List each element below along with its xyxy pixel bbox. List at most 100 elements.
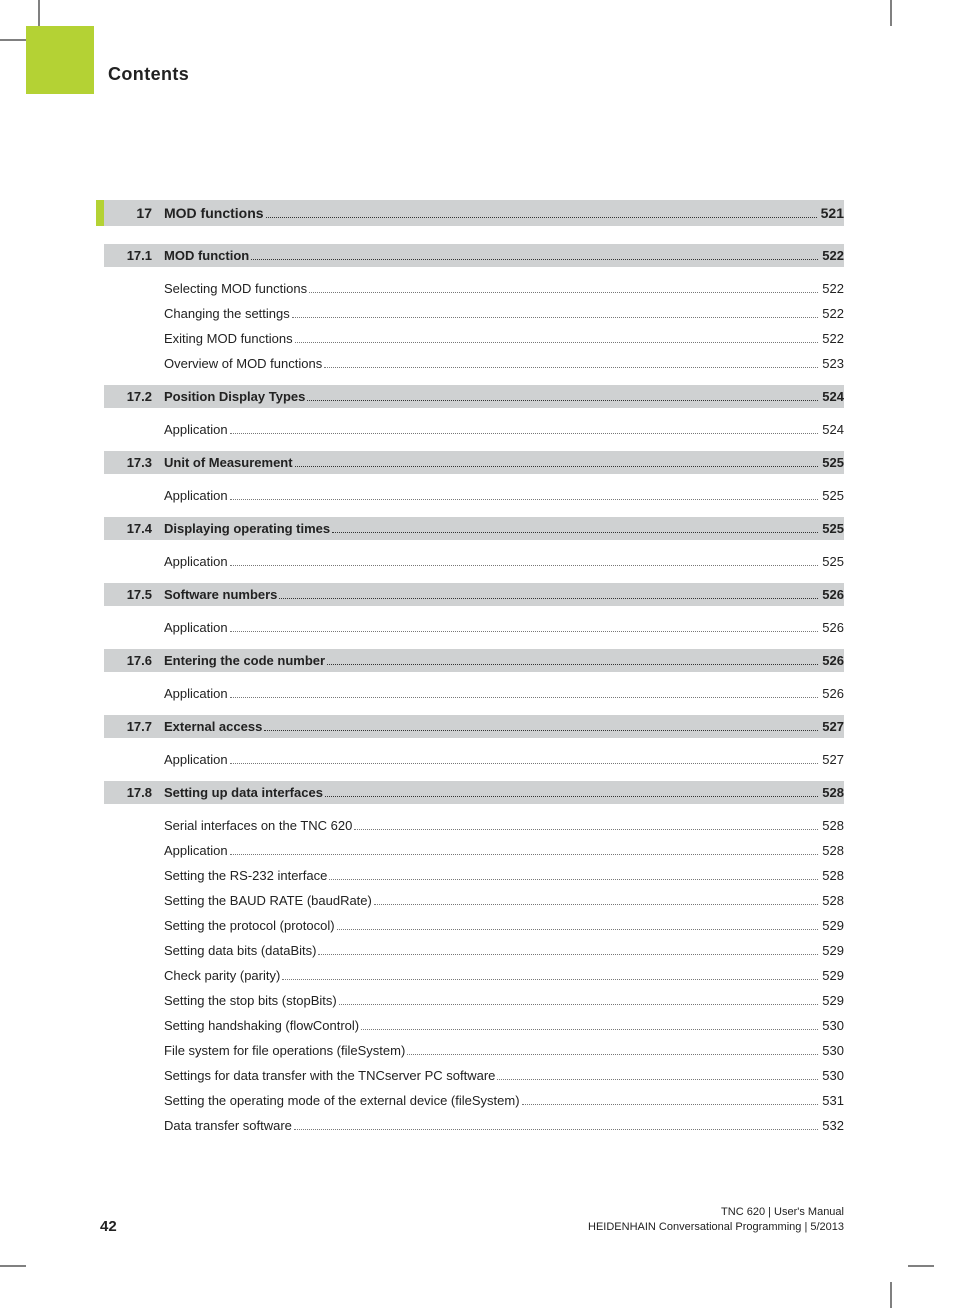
toc-sub-page: 530 bbox=[822, 1018, 844, 1033]
toc-sub-title: Setting the BAUD RATE (baudRate) bbox=[164, 893, 372, 908]
page-title: Contents bbox=[108, 64, 189, 85]
toc-section-page: 526 bbox=[822, 653, 844, 668]
toc-subsection-row: Application524 bbox=[104, 422, 844, 437]
toc-subsection-row: Setting handshaking (flowControl)530 bbox=[104, 1018, 844, 1033]
toc-section-number: 17.6 bbox=[104, 653, 164, 668]
crop-mark bbox=[0, 39, 26, 41]
dot-leader bbox=[361, 1018, 818, 1030]
toc-sub-title: Setting the protocol (protocol) bbox=[164, 918, 335, 933]
dot-leader bbox=[282, 968, 818, 980]
toc-section-row: 17.5Software numbers526 bbox=[104, 583, 844, 606]
toc-section-row: 17.8Setting up data interfaces 528 bbox=[104, 781, 844, 804]
accent-square bbox=[26, 26, 94, 94]
toc-sub-title: Check parity (parity) bbox=[164, 968, 280, 983]
toc-sub-title: Application bbox=[164, 620, 228, 635]
toc-sub-page: 525 bbox=[822, 554, 844, 569]
toc-section-number: 17.8 bbox=[104, 785, 164, 800]
toc-section-page: 526 bbox=[822, 587, 844, 602]
dot-leader bbox=[230, 488, 819, 500]
toc-subsection-row: Overview of MOD functions523 bbox=[104, 356, 844, 371]
dot-leader bbox=[230, 752, 819, 764]
crop-mark bbox=[908, 1265, 934, 1267]
toc-chapter-row: 17 MOD functions 521 bbox=[104, 200, 844, 226]
dot-leader bbox=[407, 1043, 818, 1055]
toc-sub-title: Exiting MOD functions bbox=[164, 331, 293, 346]
dot-leader bbox=[332, 521, 818, 533]
dot-leader bbox=[264, 719, 818, 731]
toc-sub-page: 524 bbox=[822, 422, 844, 437]
toc-subsection-row: Check parity (parity)529 bbox=[104, 968, 844, 983]
toc-section-number: 17.2 bbox=[104, 389, 164, 404]
toc-sub-title: Settings for data transfer with the TNCs… bbox=[164, 1068, 495, 1083]
toc-sub-page: 529 bbox=[822, 918, 844, 933]
toc-sub-title: Selecting MOD functions bbox=[164, 281, 307, 296]
crop-mark bbox=[0, 1265, 26, 1267]
toc-subsection-row: Setting the protocol (protocol) 529 bbox=[104, 918, 844, 933]
toc-sub-title: Setting the RS-232 interface bbox=[164, 868, 327, 883]
dot-leader bbox=[354, 818, 818, 830]
toc-chapter-title: MOD functions bbox=[164, 205, 264, 221]
dot-leader bbox=[307, 389, 818, 401]
toc-subsection-row: Settings for data transfer with the TNCs… bbox=[104, 1068, 844, 1083]
toc-chapter-number: 17 bbox=[104, 205, 164, 221]
toc-sub-title: Changing the settings bbox=[164, 306, 290, 321]
page-number: 42 bbox=[100, 1218, 117, 1235]
footer-meta: TNC 620 | User's Manual HEIDENHAIN Conve… bbox=[588, 1205, 844, 1235]
toc-subsection-row: Setting the operating mode of the extern… bbox=[104, 1093, 844, 1108]
toc-section-row: 17.2Position Display Types524 bbox=[104, 385, 844, 408]
toc-section-title: Displaying operating times bbox=[164, 521, 330, 536]
toc-sub-page: 528 bbox=[822, 843, 844, 858]
dot-leader bbox=[294, 1118, 818, 1130]
toc-sub-page: 522 bbox=[822, 306, 844, 321]
toc-section-title: Setting up data interfaces bbox=[164, 785, 323, 800]
toc-section-number: 17.1 bbox=[104, 248, 164, 263]
dot-leader bbox=[374, 893, 818, 905]
toc-sub-page: 528 bbox=[822, 893, 844, 908]
toc-sub-page: 523 bbox=[822, 356, 844, 371]
toc-subsection-row: Setting the RS-232 interface528 bbox=[104, 868, 844, 883]
toc-section-row: 17.1MOD function522 bbox=[104, 244, 844, 267]
toc-sub-page: 522 bbox=[822, 331, 844, 346]
dot-leader bbox=[230, 422, 819, 434]
toc-chapter-page: 521 bbox=[821, 205, 844, 221]
toc-sub-title: Application bbox=[164, 488, 228, 503]
crop-mark bbox=[38, 0, 40, 26]
toc-subsection-row: Application528 bbox=[104, 843, 844, 858]
toc-sub-page: 522 bbox=[822, 281, 844, 296]
chapter-accent-bar bbox=[96, 200, 104, 226]
footer-line-2: HEIDENHAIN Conversational Programming | … bbox=[588, 1220, 844, 1235]
toc-section-number: 17.5 bbox=[104, 587, 164, 602]
toc-subsection-row: Data transfer software532 bbox=[104, 1118, 844, 1133]
toc-section-row: 17.3Unit of Measurement525 bbox=[104, 451, 844, 474]
toc-section-page: 525 bbox=[822, 521, 844, 536]
toc-section-page: 528 bbox=[822, 785, 844, 800]
toc-sub-page: 525 bbox=[822, 488, 844, 503]
toc-section-page: 525 bbox=[822, 455, 844, 470]
dot-leader bbox=[292, 306, 819, 318]
toc-section-page: 522 bbox=[822, 248, 844, 263]
dot-leader bbox=[230, 843, 819, 855]
dot-leader bbox=[329, 868, 818, 880]
dot-leader bbox=[325, 785, 818, 797]
dot-leader bbox=[337, 918, 819, 930]
dot-leader bbox=[339, 993, 819, 1005]
toc-sub-page: 526 bbox=[822, 686, 844, 701]
dot-leader bbox=[251, 248, 818, 260]
toc-sub-page: 531 bbox=[822, 1093, 844, 1108]
toc-section-title: Position Display Types bbox=[164, 389, 305, 404]
toc-sub-title: Setting the operating mode of the extern… bbox=[164, 1093, 520, 1108]
toc-subsection-row: File system for file operations (fileSys… bbox=[104, 1043, 844, 1058]
toc-section-row: 17.6Entering the code number526 bbox=[104, 649, 844, 672]
toc-sub-page: 530 bbox=[822, 1068, 844, 1083]
toc-subsection-row: Setting the stop bits (stopBits)529 bbox=[104, 993, 844, 1008]
toc-sub-page: 532 bbox=[822, 1118, 844, 1133]
toc-sub-page: 526 bbox=[822, 620, 844, 635]
dot-leader bbox=[279, 587, 818, 599]
dot-leader bbox=[497, 1068, 818, 1080]
dot-leader bbox=[522, 1093, 819, 1105]
toc-subsection-row: Changing the settings 522 bbox=[104, 306, 844, 321]
toc-section-page: 527 bbox=[822, 719, 844, 734]
toc-section-row: 17.4Displaying operating times525 bbox=[104, 517, 844, 540]
crop-mark bbox=[890, 0, 892, 26]
dot-leader bbox=[230, 620, 819, 632]
